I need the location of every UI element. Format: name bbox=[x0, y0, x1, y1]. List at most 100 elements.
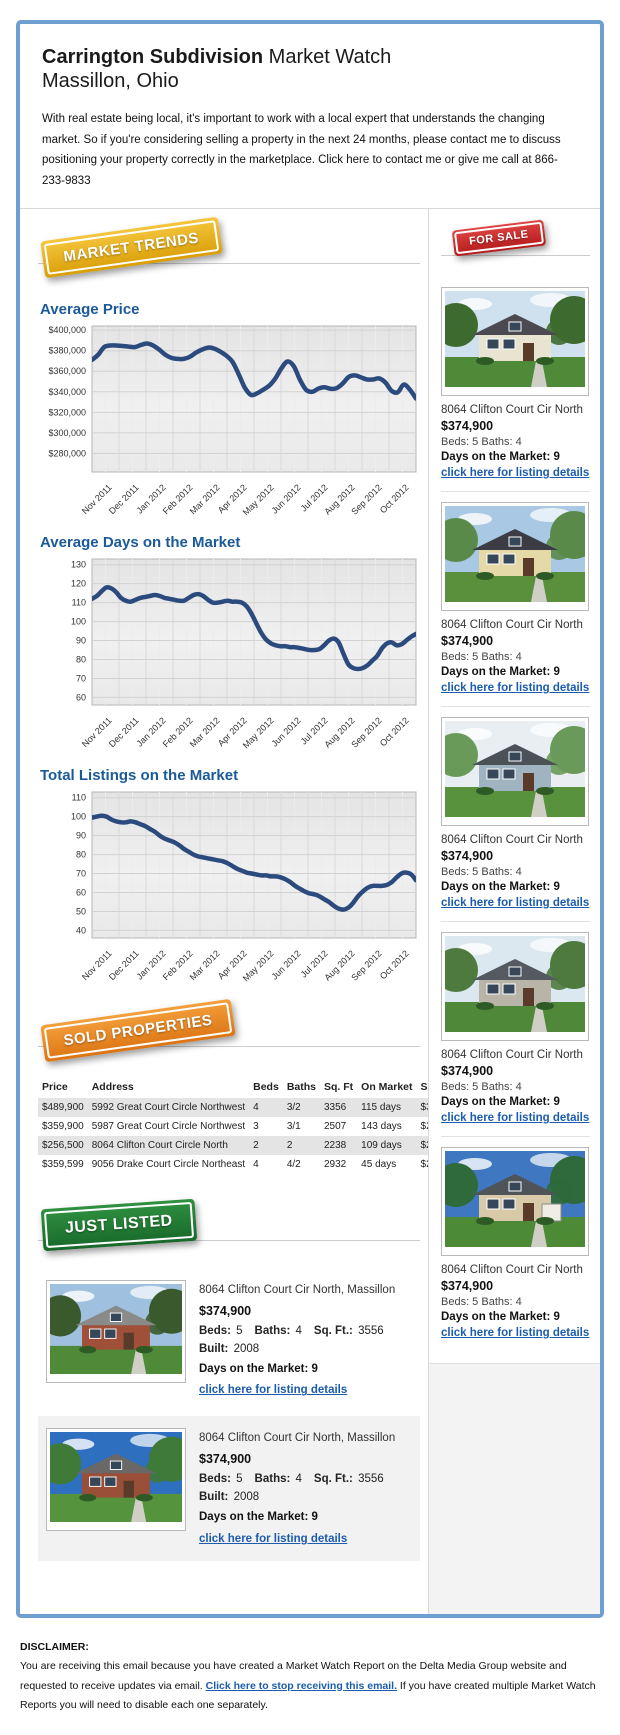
listing-card: 8064 Clifton Court Cir North $374,900 Beds… bbox=[434, 492, 598, 707]
listing-price: $374,900 bbox=[199, 1452, 252, 1466]
svg-text:120: 120 bbox=[71, 578, 86, 588]
listing-card: 8064 Clifton Court Cir North $374,900 Beds… bbox=[434, 277, 598, 492]
svg-text:80: 80 bbox=[76, 849, 86, 859]
listing-card: 8064 Clifton Court Cir North $374,900 Beds… bbox=[434, 922, 598, 1137]
listing-details-link[interactable]: click here for listing details bbox=[199, 1532, 348, 1545]
listing-details-link[interactable]: click here for listing details bbox=[441, 1326, 590, 1339]
house-photo-illustration bbox=[39, 1283, 195, 1374]
table-row: $359,599 9056 Drake Court Circle Northeas… bbox=[38, 1155, 476, 1174]
svg-text:50: 50 bbox=[76, 906, 86, 916]
svg-text:$340,000: $340,000 bbox=[48, 387, 86, 397]
table-cell: 3 bbox=[253, 1120, 259, 1132]
listing-address: 8064 Clifton Court Cir North bbox=[441, 1048, 583, 1061]
sold-col-header: Price bbox=[42, 1080, 68, 1093]
svg-text:Mar 2012: Mar 2012 bbox=[188, 482, 222, 516]
average-price-chart: $280,000 $300,000 $320,000 $340,000 $360,000… bbox=[48, 325, 417, 517]
total-listings-chart-block: Total Listings on the Market 40 50 60 70 80 90… bbox=[38, 767, 420, 984]
just-listed-badge-row: JUST LISTED bbox=[38, 1198, 420, 1262]
just-listed-text: 8064 Clifton Court Cir North, Massillon $… bbox=[199, 1428, 412, 1548]
listing-details-link[interactable]: click here for listing details bbox=[441, 896, 590, 909]
table-cell: $256,500 bbox=[42, 1139, 84, 1151]
svg-text:Jun 2012: Jun 2012 bbox=[269, 482, 302, 515]
table-row: $359,900 5987 Great Court Circle Northwes… bbox=[38, 1117, 476, 1136]
table-cell: 2932 bbox=[324, 1158, 347, 1170]
listing-details-link[interactable]: click here for listing details bbox=[441, 1111, 590, 1124]
house-photo[interactable] bbox=[434, 1146, 598, 1256]
page-title: Carrington Subdivision Market Watch bbox=[42, 44, 578, 70]
page-subtitle: Massillon, Ohio bbox=[42, 70, 179, 92]
table-cell: 2507 bbox=[324, 1120, 347, 1132]
house-photo[interactable] bbox=[39, 1428, 195, 1532]
table-cell: 3356 bbox=[324, 1101, 347, 1113]
house-photo-illustration bbox=[434, 290, 598, 387]
listing-address: 8064 Clifton Court Cir North bbox=[441, 618, 583, 631]
average-days-on-market-chart-title: Average Days on the Market bbox=[40, 533, 241, 551]
newsletter-frame: Carrington Subdivision Market Watch Mass… bbox=[16, 20, 604, 1618]
listing-days-on-market: Days on the Market: 9 bbox=[441, 665, 560, 678]
just-listed-badge: JUST LISTED bbox=[40, 1198, 198, 1252]
listing-card: 8064 Clifton Court Cir North $374,900 Beds… bbox=[434, 707, 598, 922]
listing-beds-baths: Beds: 5 Baths: 4 bbox=[441, 650, 522, 663]
listing-details-link[interactable]: click here for listing details bbox=[199, 1384, 348, 1397]
table-cell: 3/1 bbox=[286, 1120, 301, 1132]
sold-properties-badge-row: SOLD PROPERTIES bbox=[38, 998, 420, 1068]
table-cell: 4 bbox=[253, 1158, 259, 1170]
svg-text:40: 40 bbox=[76, 925, 86, 935]
sold-properties-badge: SOLD PROPERTIES bbox=[40, 998, 236, 1062]
table-cell: 8064 Clifton Court Circle North bbox=[91, 1139, 228, 1151]
svg-text:Oct 2012: Oct 2012 bbox=[378, 715, 411, 748]
svg-text:Oct 2012: Oct 2012 bbox=[378, 948, 411, 981]
listing-address: 8064 Clifton Court Cir North, Massillon bbox=[199, 1283, 396, 1296]
house-photo-illustration bbox=[39, 1432, 195, 1523]
house-photo[interactable] bbox=[39, 1279, 195, 1383]
svg-text:Jun 2012: Jun 2012 bbox=[269, 948, 302, 981]
house-photo[interactable] bbox=[434, 931, 598, 1041]
for-sale-badge: FOR SALE bbox=[451, 219, 546, 257]
house-photo-illustration bbox=[434, 935, 598, 1032]
svg-text:60: 60 bbox=[76, 692, 86, 702]
title-suffix: Market Watch bbox=[263, 46, 392, 68]
just-listed-section: 8064 Clifton Court Cir North, Massillon $… bbox=[38, 1268, 420, 1561]
table-cell: 143 days bbox=[361, 1120, 402, 1132]
listing-beds-baths: Beds: 5 Baths: 4 bbox=[441, 1295, 522, 1308]
table-cell: 2 bbox=[286, 1139, 293, 1151]
svg-text:110: 110 bbox=[72, 597, 86, 607]
svg-text:$400,000: $400,000 bbox=[48, 325, 86, 335]
listing-days-on-market: Days on the Market: 9 bbox=[441, 1310, 560, 1323]
listing-address: 8064 Clifton Court Cir North bbox=[441, 833, 583, 846]
header: Carrington Subdivision Market Watch Mass… bbox=[20, 24, 600, 97]
subdivision-name: Carrington Subdivision bbox=[42, 46, 264, 68]
svg-text:70: 70 bbox=[76, 673, 86, 683]
house-photo[interactable] bbox=[434, 501, 598, 611]
listing-days-on-market: Days on the Market: 9 bbox=[199, 1511, 318, 1523]
svg-text:90: 90 bbox=[76, 635, 86, 645]
disclaimer-label: DISCLAIMER: bbox=[20, 1640, 89, 1653]
svg-text:$360,000: $360,000 bbox=[48, 366, 86, 376]
listing-details-link[interactable]: click here for listing details bbox=[441, 681, 590, 694]
svg-text:130: 130 bbox=[71, 559, 86, 569]
listing-price: $374,900 bbox=[441, 1278, 494, 1293]
total-listings-chart-title: Total Listings on the Market bbox=[40, 766, 239, 784]
listing-price: $374,900 bbox=[441, 418, 494, 433]
listing-price: $374,900 bbox=[199, 1303, 252, 1318]
svg-text:Jun 2012: Jun 2012 bbox=[269, 715, 302, 748]
disclaimer: DISCLAIMER: You are receiving this email… bbox=[0, 1634, 620, 1735]
listing-specs: Beds: 5 Baths: 4 Sq. Ft.: 3556Built: 2008 bbox=[199, 1324, 384, 1355]
house-photo-illustration bbox=[434, 1150, 598, 1247]
just-listed-text: 8064 Clifton Court Cir North, Massillon $… bbox=[199, 1280, 412, 1400]
listing-days-on-market: Days on the Market: 9 bbox=[441, 1095, 560, 1108]
listing-details-link[interactable]: click here for listing details bbox=[441, 466, 590, 479]
listing-card: 8064 Clifton Court Cir North $374,900 Beds… bbox=[434, 1137, 598, 1351]
market-trends-badge-row: MARKET TRENDS bbox=[38, 216, 420, 285]
house-photo[interactable] bbox=[434, 716, 598, 826]
average-price-chart-title: Average Price bbox=[40, 300, 140, 318]
svg-text:$320,000: $320,000 bbox=[48, 407, 86, 417]
listing-price: $374,900 bbox=[441, 633, 494, 648]
sold-col-header: Baths bbox=[286, 1080, 316, 1093]
house-photo[interactable] bbox=[434, 286, 598, 396]
unsubscribe-link[interactable]: Click here to stop receiving this email. bbox=[205, 1679, 398, 1692]
table-cell: 9056 Drake Court Circle Northeast bbox=[91, 1158, 246, 1170]
svg-text:90: 90 bbox=[76, 830, 86, 840]
